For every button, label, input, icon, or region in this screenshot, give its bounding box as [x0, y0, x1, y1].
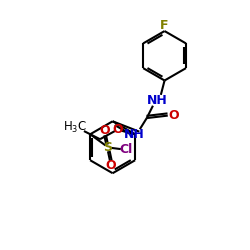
Text: F: F: [160, 19, 169, 32]
Text: O: O: [100, 124, 110, 136]
Text: S: S: [104, 141, 112, 154]
Text: O: O: [168, 108, 178, 122]
Text: O: O: [106, 159, 116, 172]
Text: O: O: [112, 123, 123, 136]
Text: Cl: Cl: [120, 142, 133, 156]
Text: H$_3$C: H$_3$C: [63, 120, 87, 136]
Text: NH: NH: [124, 128, 145, 141]
Text: NH: NH: [147, 94, 168, 107]
